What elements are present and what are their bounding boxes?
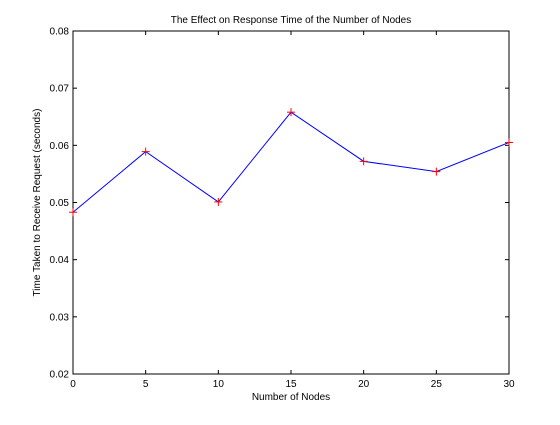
data-point bbox=[505, 138, 513, 147]
y-tick-label: 0.04 bbox=[50, 255, 70, 266]
x-tick-label: 10 bbox=[213, 379, 225, 390]
x-axis-label: Number of Nodes bbox=[252, 392, 330, 403]
plot-frame bbox=[72, 30, 510, 375]
y-tick-label: 0.06 bbox=[50, 141, 70, 152]
y-tick-label: 0.03 bbox=[50, 312, 70, 323]
y-tick-label: 0.05 bbox=[50, 198, 70, 209]
axes: 0 5 10 15 20 25 30 0.02 0.03 0.04 0.05 0.06 0.07 0.08 bbox=[50, 27, 515, 391]
y-tick-label: 0.08 bbox=[50, 27, 70, 38]
series-line bbox=[72, 111, 510, 213]
y-tick-label: 0.07 bbox=[50, 84, 70, 95]
x-tick-label: 0 bbox=[70, 379, 76, 390]
data-point bbox=[287, 108, 295, 117]
data-point bbox=[69, 208, 77, 217]
data-point bbox=[141, 147, 150, 156]
series-group bbox=[69, 108, 513, 217]
x-tick-label: 25 bbox=[431, 379, 443, 390]
y-tick-label: 0.02 bbox=[50, 370, 70, 381]
data-point bbox=[432, 167, 441, 176]
x-tick-label: 15 bbox=[285, 379, 297, 390]
data-point bbox=[214, 197, 223, 206]
x-tick-label: 20 bbox=[358, 379, 370, 390]
x-tick-label: 5 bbox=[143, 379, 149, 390]
chart-title: The Effect on Response Time of the Numbe… bbox=[171, 15, 412, 26]
y-axis-label: Time Taken to Receive Request (seconds) bbox=[32, 109, 43, 297]
x-tick-label: 30 bbox=[503, 379, 515, 390]
data-point bbox=[359, 157, 368, 166]
